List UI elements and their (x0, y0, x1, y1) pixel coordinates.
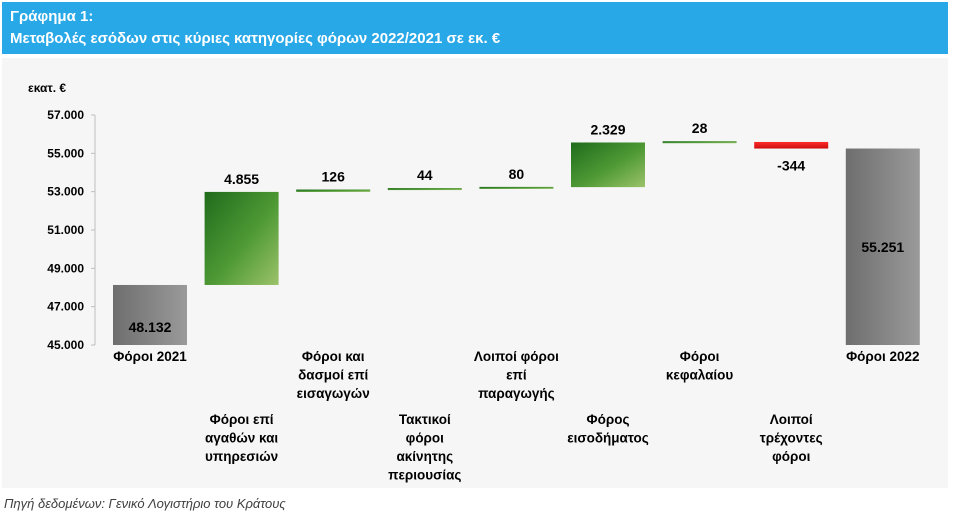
category-label: Φόροι 2022 (846, 349, 919, 364)
data-label: 44 (417, 167, 433, 183)
category-label: περιουσίας (388, 468, 461, 483)
category-label: Λοιποί φόροι (474, 349, 559, 364)
data-label: 4.855 (224, 171, 259, 187)
category-label: υπηρεσιών (205, 449, 278, 464)
chart-title: Μεταβολές εσόδων στις κύριες κατηγορίες … (10, 30, 501, 47)
data-label: 55.251 (861, 239, 904, 255)
waterfall-chart: εκατ. € 45.000 47.000 49.000 51.000 53.000 55.… (28, 81, 920, 483)
y-tick-label: 45.000 (47, 338, 84, 352)
data-label: 48.132 (129, 319, 172, 335)
waterfall-bar (662, 141, 737, 144)
waterfall-bar (845, 148, 920, 345)
waterfall-bar (113, 284, 187, 345)
category-label: εισοδήματος (567, 431, 649, 446)
category-label: φόροι (406, 431, 445, 446)
waterfall-bar (296, 189, 371, 192)
category-label: εισαγωγών (297, 386, 370, 401)
category-label: δασμοί επί (298, 368, 368, 383)
data-label: 80 (509, 166, 525, 182)
category-label: κεφαλαίου (666, 368, 734, 383)
waterfall-bar (204, 191, 279, 285)
data-label: 2.329 (590, 121, 625, 137)
category-label: Φόροι επί (210, 412, 274, 427)
category-label: Λοιποί (770, 412, 813, 427)
y-tick-label: 53.000 (47, 185, 84, 199)
waterfall-bar (479, 186, 554, 189)
chart-header: Γράφημα 1: Μεταβολές εσόδων στις κύριες … (2, 2, 948, 54)
category-label: Φόροι 2021 (113, 349, 187, 364)
category-label: Τακτικοί (399, 412, 451, 427)
category-label: αγαθών και (205, 431, 278, 446)
y-axis-unit-label: εκατ. € (28, 81, 66, 95)
category-label: Φόροι (680, 349, 720, 364)
data-label: 126 (322, 169, 346, 185)
source-note: Πηγή δεδομένων: Γενικό Λογιστήριο του Κρ… (4, 496, 286, 511)
y-tick-label: 51.000 (47, 223, 84, 237)
waterfall-bar (387, 188, 462, 191)
data-label: 28 (692, 120, 708, 136)
category-label: Φόροι και (302, 349, 365, 364)
category-label: παραγωγής (478, 386, 555, 401)
chart-number: Γράφημα 1: (10, 8, 94, 25)
waterfall-bar (571, 142, 645, 188)
category-label: τρέχοντες (760, 431, 823, 446)
data-label: -344 (777, 158, 805, 174)
waterfall-bar (754, 141, 829, 149)
y-tick-label: 55.000 (47, 146, 84, 160)
y-tick-label: 49.000 (47, 261, 84, 275)
chart-panel: εκατ. € 45.000 47.000 49.000 51.000 53.000 55.… (2, 58, 948, 488)
y-tick-label: 57.000 (47, 108, 84, 122)
category-label: ακίνητης (396, 449, 453, 464)
category-label: Φόρος (587, 412, 630, 427)
category-label: φόροι (772, 449, 811, 464)
category-label: επί (506, 368, 527, 383)
y-tick-label: 47.000 (47, 300, 84, 314)
